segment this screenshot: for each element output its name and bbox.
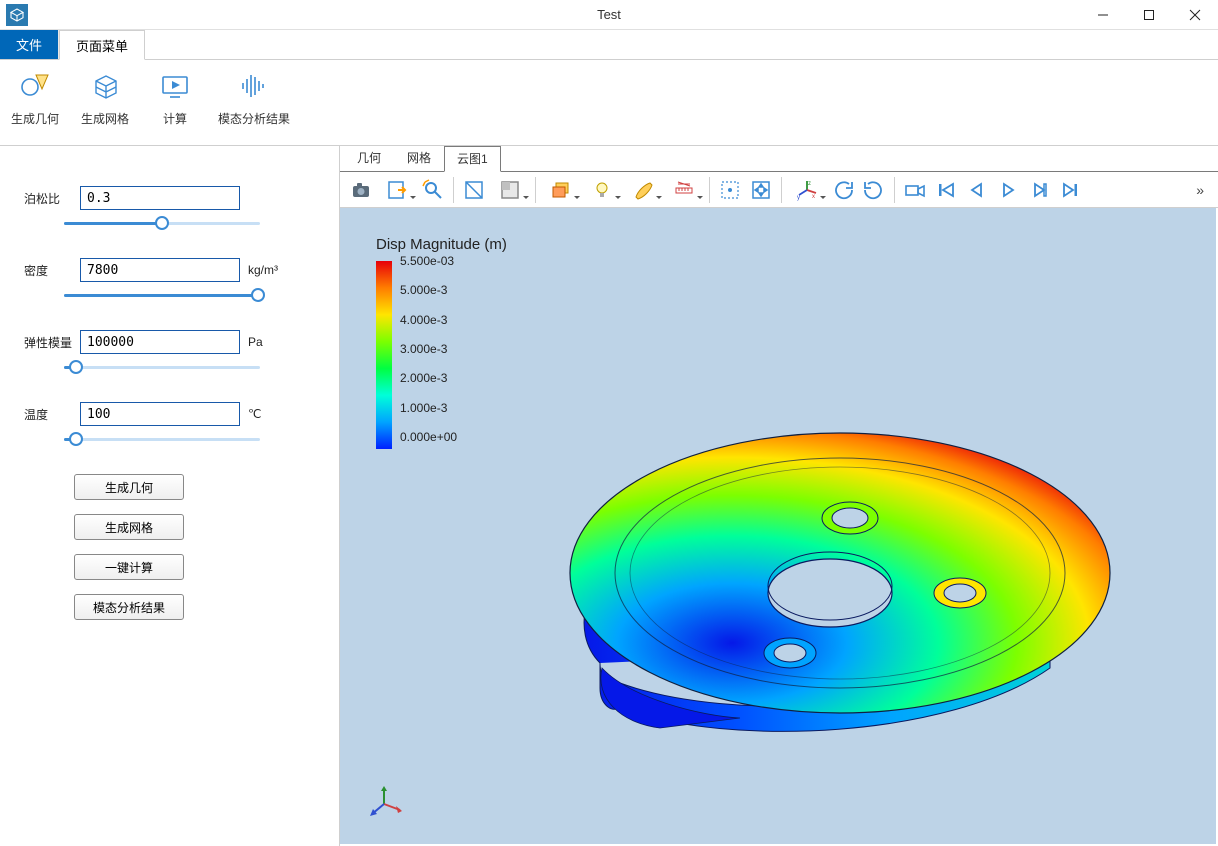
cube-mesh-icon [78,66,132,106]
tab-page-menu[interactable]: 页面菜单 [59,30,145,60]
rotate-ccw-icon[interactable] [828,175,858,205]
view-box-icon[interactable] [490,175,530,205]
reset-view-icon[interactable] [459,175,489,205]
legend-tick: 0.000e+00 [400,431,457,443]
prev-frame-icon[interactable] [962,175,992,205]
parameters-panel: 泊松比 密度 kg/m³ 弹性模量 Pa 温度 ℃ [0,146,340,846]
density-slider[interactable] [64,288,260,304]
view-tabs: 几何 网格 云图1 [340,146,1218,172]
main-area: 泊松比 密度 kg/m³ 弹性模量 Pa 温度 ℃ [0,146,1218,846]
one-click-calc-button[interactable]: 一键计算 [74,554,184,580]
model-render [480,378,1120,758]
svg-text:z: z [808,181,811,187]
view-area: 几何 网格 云图1 z x y [340,146,1218,846]
ribbon-label: 模态分析结果 [218,110,290,127]
viewport-canvas[interactable]: Disp Magnitude (m) 5.500e-03 5.000e-3 4.… [340,208,1216,844]
emod-label: 弹性模量 [24,334,80,351]
emod-slider[interactable] [64,360,260,376]
legend-tick: 3.000e-3 [400,343,457,355]
ribbon-calc-button[interactable]: 计算 [148,64,202,127]
legend-ticks: 5.500e-03 5.000e-3 4.000e-3 3.000e-3 2.0… [400,255,457,443]
legend-tick: 5.500e-03 [400,255,457,267]
play-screen-icon [148,66,202,106]
window-title: Test [597,7,621,22]
export-image-icon[interactable] [377,175,417,205]
ribbon-gen-geometry-button[interactable]: 生成几何 [8,64,62,127]
legend-colorbar [376,261,392,449]
temp-slider[interactable] [64,432,260,448]
toolbar-overflow-button[interactable]: » [1188,182,1212,198]
ribbon-label: 生成网格 [78,110,132,127]
legend-tick: 2.000e-3 [400,372,457,384]
legend-tick: 5.000e-3 [400,284,457,296]
waveform-icon [218,66,290,106]
gen-geometry-button[interactable]: 生成几何 [74,474,184,500]
axes-icon[interactable]: z x y [787,175,827,205]
zoom-fit-icon[interactable] [418,175,448,205]
emod-input[interactable] [80,330,240,354]
play-icon[interactable] [993,175,1023,205]
emod-unit: Pa [248,335,263,349]
temp-label: 温度 [24,406,80,423]
legend-tick: 1.000e-3 [400,402,457,414]
poisson-slider[interactable] [64,216,260,232]
density-input[interactable] [80,258,240,282]
ribbon: 生成几何 生成网格 计算 模态分析结果 [0,60,1218,146]
density-label: 密度 [24,262,80,279]
view-toolbar: z x y » [340,172,1218,208]
view-tab-geometry[interactable]: 几何 [344,145,394,171]
screenshot-icon[interactable] [346,175,376,205]
view-tab-mesh[interactable]: 网格 [394,145,444,171]
ribbon-label: 计算 [148,110,202,127]
close-button[interactable] [1172,0,1218,30]
svg-text:x: x [812,194,815,200]
modal-result-button[interactable]: 模态分析结果 [74,594,184,620]
view-tab-contour1[interactable]: 云图1 [444,146,501,172]
next-frame-icon[interactable] [1024,175,1054,205]
camera-icon[interactable] [900,175,930,205]
lightbulb-icon[interactable] [582,175,622,205]
ruler-icon[interactable] [664,175,704,205]
legend-tick: 4.000e-3 [400,314,457,326]
temp-unit: ℃ [248,407,261,421]
select-box-icon[interactable] [715,175,745,205]
app-icon [6,4,28,26]
maximize-button[interactable] [1126,0,1172,30]
title-bar: Test [0,0,1218,30]
ribbon-tabs: 文件 页面菜单 [0,30,1218,60]
gen-mesh-button[interactable]: 生成网格 [74,514,184,540]
minimize-button[interactable] [1080,0,1126,30]
temp-input[interactable] [80,402,240,426]
last-frame-icon[interactable] [1055,175,1085,205]
first-frame-icon[interactable] [931,175,961,205]
ribbon-gen-mesh-button[interactable]: 生成网格 [78,64,132,127]
axis-triad-icon [370,784,404,818]
tab-file[interactable]: 文件 [0,30,59,59]
brush-icon[interactable] [623,175,663,205]
legend-title: Disp Magnitude (m) [376,236,507,253]
layers-icon[interactable] [541,175,581,205]
ribbon-modal-result-button[interactable]: 模态分析结果 [218,64,290,127]
rotate-cw-icon[interactable] [859,175,889,205]
svg-text:y: y [797,195,800,201]
pan-icon[interactable] [746,175,776,205]
density-unit: kg/m³ [248,263,278,277]
shapes-icon [8,66,62,106]
ribbon-label: 生成几何 [8,110,62,127]
poisson-label: 泊松比 [24,190,80,207]
poisson-input[interactable] [80,186,240,210]
